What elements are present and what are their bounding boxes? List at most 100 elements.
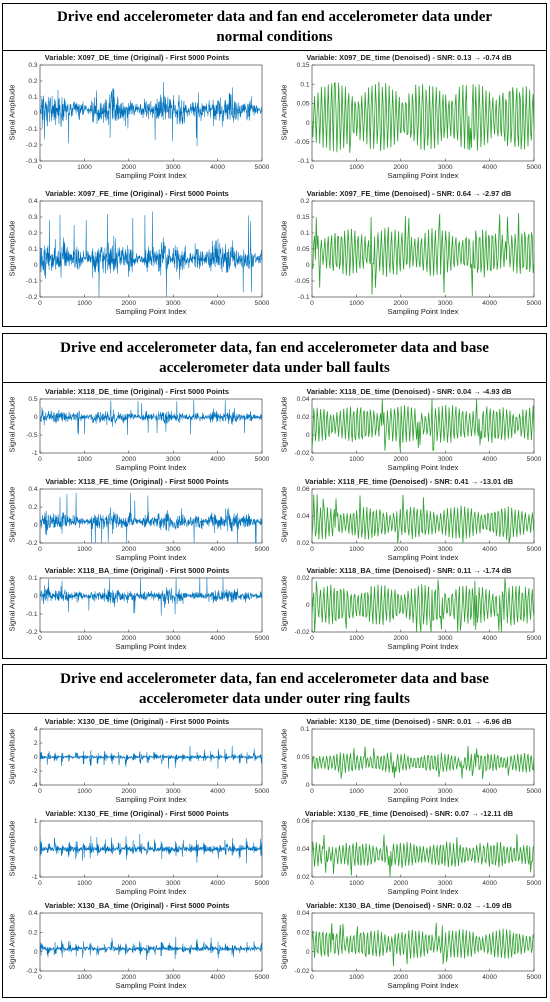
chart-x118-de-denoised: Variable: X118_DE_time (Denoised) - SNR:… — [278, 387, 542, 475]
signal-line — [40, 745, 262, 769]
y-tick-label: 0 — [34, 846, 38, 853]
x-tick-label: 1000 — [349, 456, 364, 463]
chart-x130-ba-original: Variable: X130_BA_time (Original) - Firs… — [6, 901, 270, 993]
chart-x097-de-original: Variable: X097_DE_time (Original) - Firs… — [6, 53, 270, 183]
y-tick-label: 0.1 — [300, 81, 309, 88]
x-tick-label: 0 — [310, 788, 314, 795]
x-tick-label: 5000 — [527, 788, 542, 795]
x-tick-label: 2000 — [393, 546, 408, 553]
x-tick-label: 4000 — [210, 880, 225, 887]
y-tick-label: 0 — [306, 782, 310, 789]
plot-area — [39, 398, 263, 454]
chart-title: Variable: X097_FE_time (Denoised) - SNR:… — [306, 189, 512, 198]
y-tick-label: 0.1 — [300, 726, 309, 733]
x-axis-label: Sampling Point Index — [387, 887, 459, 896]
x-tick-label: 5000 — [255, 164, 270, 171]
y-axis-label: Signal Amplitude — [279, 84, 289, 141]
chart-plot-svg: -4 -2 0 2 4 0 1000 2000 3000 4000 5000 — [32, 726, 270, 795]
x-tick-label: 1000 — [77, 974, 92, 981]
y-tick-label: -0.1 — [26, 278, 38, 285]
chart-plot-svg: 0.02 0.04 0.06 0 1000 2000 3000 4000 5000 — [297, 486, 542, 553]
x-axis-label: Sampling Point Index — [387, 553, 459, 562]
x-tick-label: 0 — [310, 546, 314, 553]
x-tick-label: 3000 — [166, 974, 181, 981]
chart-plot-svg: 0 0.05 0.1 0 1000 2000 3000 4000 5000 — [297, 726, 542, 795]
x-tick-label: 4000 — [482, 546, 497, 553]
chart-title: Variable: X097_FE_time (Original) - Firs… — [45, 189, 229, 198]
chart-title: Variable: X130_FE_time (Denoised) - SNR:… — [304, 809, 514, 818]
x-axis-label: Sampling Point Index — [387, 307, 459, 316]
x-tick-label: 1000 — [77, 456, 92, 463]
plot-area — [39, 912, 263, 972]
y-tick-label: 0.4 — [28, 486, 37, 493]
chart-plot-svg: -0.1 -0.05 0 0.05 0.1 0.15 0 1000 2000 3000 4000 50… — [294, 62, 541, 171]
chart-title: Variable: X130_BA_time (Denoised) - SNR:… — [306, 901, 512, 910]
y-tick-label: 0.06 — [297, 486, 310, 493]
y-axis-label: Signal Amplitude — [279, 728, 289, 785]
x-tick-label: 0 — [38, 974, 42, 981]
chart-title: Variable: X130_DE_time (Original) - Firs… — [44, 717, 230, 726]
y-axis-label: Signal Amplitude — [7, 84, 17, 141]
x-tick-label: 5000 — [527, 456, 542, 463]
x-tick-label: 4000 — [482, 788, 497, 795]
y-tick-label: -4 — [32, 782, 38, 789]
y-tick-label: 0 — [306, 949, 310, 956]
plot-area — [39, 488, 263, 544]
x-tick-label: 2000 — [393, 788, 408, 795]
chart-x130-de-denoised: Variable: X130_DE_time (Denoised) - SNR:… — [278, 717, 542, 807]
panel-title-line2: accelerometer data under ball faults — [159, 360, 390, 376]
x-tick-label: 0 — [38, 300, 42, 307]
x-tick-label: 1000 — [349, 635, 364, 642]
chart-x118-fe-denoised: Variable: X118_FE_time (Denoised) - SNR:… — [278, 477, 542, 565]
x-axis-label: Sampling Point Index — [115, 463, 187, 472]
signal-line — [40, 936, 262, 961]
y-tick-label: -0.02 — [294, 968, 309, 975]
x-tick-label: 3000 — [438, 974, 453, 981]
chart-x097-fe-denoised: Variable: X097_FE_time (Denoised) - SNR:… — [278, 189, 542, 319]
x-tick-label: 3000 — [438, 546, 453, 553]
y-tick-label: 0.15 — [297, 214, 310, 221]
x-tick-label: 5000 — [255, 635, 270, 642]
y-tick-label: -0.2 — [26, 294, 38, 301]
x-axis-label: Sampling Point Index — [115, 642, 187, 651]
chart-title: Variable: X130_FE_time (Original) - Firs… — [45, 809, 229, 818]
y-tick-label: 0.1 — [28, 246, 37, 253]
y-tick-label: 0.3 — [28, 62, 37, 69]
y-axis-label: Signal Amplitude — [279, 486, 289, 543]
x-tick-label: 5000 — [527, 546, 542, 553]
chart-title: Variable: X118_DE_time (Denoised) - SNR:… — [306, 387, 512, 396]
chart-title: Variable: X097_DE_time (Denoised) - SNR:… — [306, 53, 512, 62]
y-tick-label: 2 — [34, 740, 38, 747]
y-tick-label: 0 — [306, 262, 310, 269]
chart-x118-fe-original: Variable: X118_FE_time (Original) - Firs… — [6, 477, 270, 565]
x-tick-label: 0 — [310, 635, 314, 642]
y-tick-label: -0.05 — [294, 139, 309, 146]
y-tick-label: 0.2 — [28, 78, 37, 85]
chart-title: Variable: X097_DE_time (Original) - Firs… — [44, 53, 230, 62]
y-axis-label: Signal Amplitude — [279, 820, 289, 877]
y-tick-label: 0.1 — [28, 575, 37, 582]
signal-line — [312, 494, 534, 543]
signal-line — [40, 834, 262, 864]
y-tick-label: 0 — [34, 414, 38, 421]
x-tick-label: 5000 — [255, 974, 270, 981]
chart-title: Variable: X118_BA_time (Original) - Firs… — [44, 566, 230, 575]
y-tick-label: 0 — [34, 262, 38, 269]
x-axis-label: Sampling Point Index — [115, 553, 187, 562]
x-tick-label: 4000 — [482, 164, 497, 171]
x-tick-label: 5000 — [255, 300, 270, 307]
signal-line — [312, 212, 534, 297]
panel-title-divider — [3, 50, 546, 51]
y-axis-label: Signal Amplitude — [7, 820, 17, 877]
y-tick-label: -0.1 — [26, 126, 38, 133]
y-tick-label: -0.1 — [26, 611, 38, 618]
x-tick-label: 1000 — [77, 880, 92, 887]
y-tick-label: 1 — [34, 818, 38, 825]
x-tick-label: 1000 — [77, 164, 92, 171]
y-tick-label: -0.2 — [26, 540, 38, 547]
x-tick-label: 3000 — [166, 164, 181, 171]
x-tick-label: 1000 — [349, 546, 364, 553]
signal-line — [40, 399, 262, 435]
x-tick-label: 1000 — [77, 788, 92, 795]
